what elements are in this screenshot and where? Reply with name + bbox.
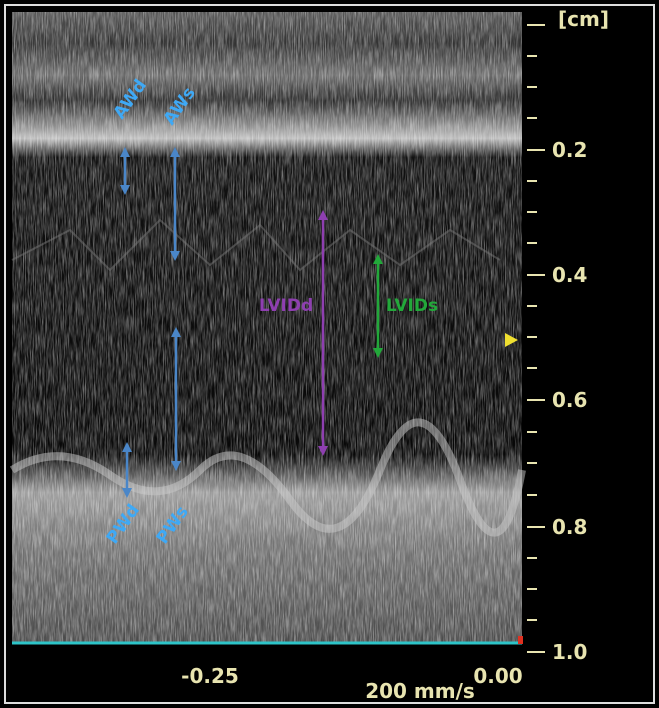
- lvidd-label: LVIDd: [259, 296, 313, 316]
- depth-label: 0.2: [552, 138, 587, 162]
- depth-label: 0.8: [552, 515, 587, 539]
- lvids-label: LVIDs: [386, 296, 438, 316]
- time-label: 0.00: [473, 664, 522, 688]
- time-label: -0.25: [181, 664, 239, 688]
- depth-label: 0.6: [552, 388, 587, 412]
- depth-label: 0.4: [552, 263, 587, 287]
- focus-marker: [505, 333, 518, 347]
- speckle: [12, 12, 522, 644]
- frame: [4, 4, 655, 704]
- measurement-arrows: [120, 147, 383, 498]
- depth-label: 1.0: [552, 640, 587, 664]
- posterior-wall-echo: [9, 418, 526, 537]
- sweep-speed: 200 mm/s: [365, 679, 475, 703]
- septal-echo: [11, 218, 501, 272]
- unit-label: [cm]: [558, 7, 609, 31]
- marker: [518, 636, 523, 644]
- depth-ticks: [527, 24, 545, 653]
